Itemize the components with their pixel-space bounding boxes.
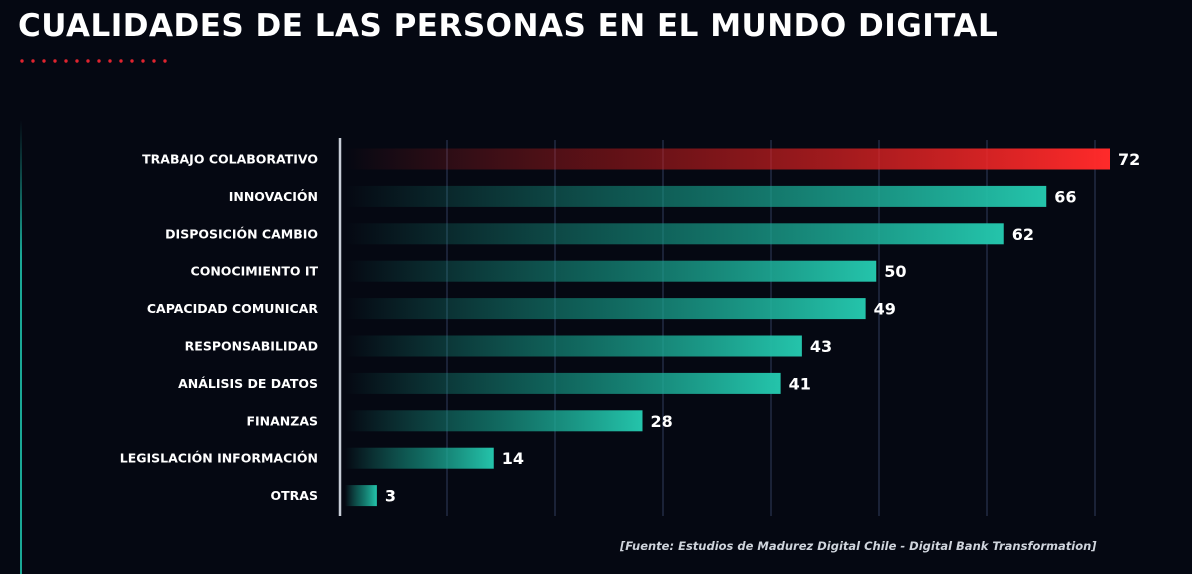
bar: [345, 372, 781, 394]
category-label: DISPOSICIÓN CAMBIO: [165, 226, 318, 241]
title-dot: [64, 59, 68, 63]
title-dot: [42, 59, 46, 63]
value-label: 43: [810, 337, 832, 356]
title-dot: [141, 59, 145, 63]
title-underline-dots: [20, 59, 167, 63]
value-label: 14: [502, 449, 524, 468]
value-label: 66: [1054, 187, 1076, 206]
title-dot: [152, 59, 156, 63]
title-dot: [97, 59, 101, 63]
bar: [345, 485, 377, 507]
title-dot: [130, 59, 134, 63]
category-label: ANÁLISIS DE DATOS: [178, 376, 318, 391]
category-label: TRABAJO COLABORATIVO: [142, 152, 318, 167]
page-title: CUALIDADES DE LAS PERSONAS EN EL MUNDO D…: [18, 8, 999, 44]
bar: [345, 410, 643, 432]
category-label: FINANZAS: [246, 413, 318, 428]
title-dot: [163, 59, 167, 63]
value-label: 72: [1118, 150, 1140, 169]
value-label: 49: [874, 300, 896, 319]
bar: [345, 148, 1110, 170]
bar: [345, 447, 494, 469]
title-dot: [75, 59, 79, 63]
category-label: LEGISLACIÓN INFORMACIÓN: [120, 451, 318, 466]
left-accent-line: [20, 120, 22, 574]
bar: [345, 335, 802, 357]
bar: [345, 223, 1004, 245]
category-label: CONOCIMIENTO IT: [191, 264, 319, 279]
bars: TRABAJO COLABORATIVO 72 INNOVACIÓN 66 DISPOS…: [120, 148, 1140, 507]
source-caption: [Fuente: Estudios de Madurez Digital Chi…: [620, 539, 1097, 553]
category-label: INNOVACIÓN: [229, 189, 318, 204]
value-label: 41: [789, 374, 811, 393]
title-dot: [20, 59, 24, 63]
bar: [345, 185, 1047, 207]
bar: [345, 260, 877, 282]
bar: [345, 298, 866, 320]
title-dot: [108, 59, 112, 63]
title-dot: [119, 59, 123, 63]
category-label: OTRAS: [271, 488, 318, 503]
title-dot: [31, 59, 35, 63]
title-dot: [53, 59, 57, 63]
title-dot: [86, 59, 90, 63]
value-label: 62: [1012, 225, 1034, 244]
category-label: CAPACIDAD COMUNICAR: [147, 301, 318, 316]
value-label: 28: [651, 412, 673, 431]
value-label: 3: [385, 487, 396, 506]
category-label: RESPONSABILIDAD: [185, 339, 318, 354]
value-label: 50: [884, 262, 906, 281]
